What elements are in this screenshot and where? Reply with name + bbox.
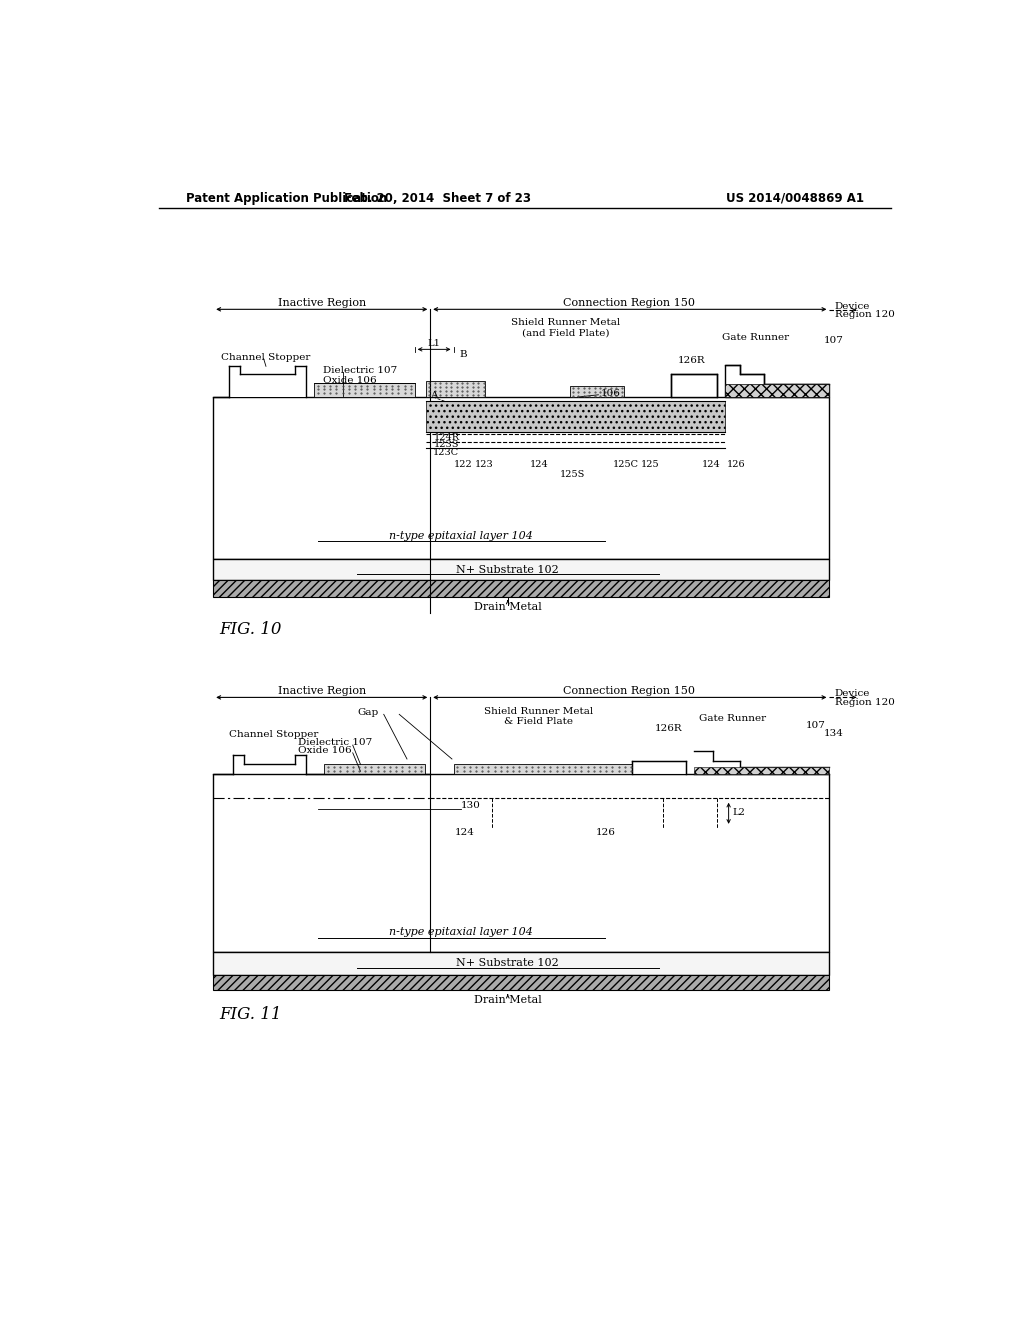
Bar bbox=[213, 775, 829, 952]
Text: n-type epitaxial layer 104: n-type epitaxial layer 104 bbox=[389, 531, 534, 541]
Text: 106: 106 bbox=[601, 389, 621, 397]
Text: US 2014/0048869 A1: US 2014/0048869 A1 bbox=[726, 191, 864, 205]
Text: FIG. 11: FIG. 11 bbox=[219, 1006, 282, 1023]
Bar bbox=[426, 381, 484, 397]
Bar bbox=[454, 764, 632, 775]
Text: Drain Metal: Drain Metal bbox=[474, 995, 542, 1005]
Text: Oxide 106: Oxide 106 bbox=[299, 746, 352, 755]
Text: 130: 130 bbox=[461, 801, 481, 809]
Text: N+ Substrate 102: N+ Substrate 102 bbox=[457, 958, 559, 968]
Text: N+ Substrate 102: N+ Substrate 102 bbox=[457, 565, 559, 574]
Text: Device: Device bbox=[835, 689, 870, 698]
Text: Inactive Region: Inactive Region bbox=[278, 686, 366, 696]
Text: Channel Stopper: Channel Stopper bbox=[221, 352, 310, 362]
Bar bbox=[228, 367, 306, 397]
Text: 125C: 125C bbox=[612, 459, 638, 469]
Text: Patent Application Publication: Patent Application Publication bbox=[186, 191, 387, 205]
Text: Shield Runner Metal
& Field Plate: Shield Runner Metal & Field Plate bbox=[484, 708, 593, 726]
Text: A: A bbox=[430, 391, 437, 400]
Bar bbox=[693, 767, 829, 775]
Polygon shape bbox=[725, 364, 829, 397]
Text: Gap: Gap bbox=[357, 709, 379, 717]
Text: Gate Runner: Gate Runner bbox=[699, 714, 766, 723]
Text: FIG. 10: FIG. 10 bbox=[219, 622, 282, 638]
Text: Gate Runner: Gate Runner bbox=[722, 333, 790, 342]
Text: 123C: 123C bbox=[432, 447, 459, 457]
Text: Region 120: Region 120 bbox=[835, 697, 895, 706]
Text: 107: 107 bbox=[806, 722, 826, 730]
Text: 123S: 123S bbox=[434, 441, 460, 449]
Bar bbox=[632, 762, 686, 775]
Text: 126: 126 bbox=[596, 828, 615, 837]
Text: Dielectric 107: Dielectric 107 bbox=[324, 367, 397, 375]
Bar bbox=[324, 764, 425, 775]
Text: Shield Runner Metal
(and Field Plate): Shield Runner Metal (and Field Plate) bbox=[511, 318, 621, 338]
Text: 126R: 126R bbox=[678, 355, 706, 364]
Text: Drain Metal: Drain Metal bbox=[474, 602, 542, 612]
Text: 126R: 126R bbox=[655, 723, 683, 733]
Text: B: B bbox=[460, 350, 467, 359]
Text: L1: L1 bbox=[428, 339, 440, 348]
Text: Feb. 20, 2014  Sheet 7 of 23: Feb. 20, 2014 Sheet 7 of 23 bbox=[344, 191, 531, 205]
Bar bbox=[213, 952, 829, 974]
Text: L2: L2 bbox=[732, 808, 745, 817]
Text: 123: 123 bbox=[475, 459, 494, 469]
Bar bbox=[213, 397, 829, 558]
Bar bbox=[241, 367, 295, 374]
Text: Connection Region 150: Connection Region 150 bbox=[563, 298, 695, 308]
Text: Inactive Region: Inactive Region bbox=[278, 298, 366, 308]
Text: 125S: 125S bbox=[559, 470, 585, 479]
Bar bbox=[314, 383, 415, 397]
Bar bbox=[426, 401, 725, 432]
Text: Dielectric 107: Dielectric 107 bbox=[299, 738, 373, 747]
Text: Device: Device bbox=[835, 302, 870, 310]
Text: 122: 122 bbox=[454, 459, 472, 469]
Text: 125: 125 bbox=[641, 459, 659, 469]
Text: 124R: 124R bbox=[434, 433, 460, 442]
Text: 107: 107 bbox=[824, 337, 844, 346]
Text: 124: 124 bbox=[456, 828, 475, 837]
Text: 134: 134 bbox=[824, 729, 844, 738]
Text: 124: 124 bbox=[701, 459, 720, 469]
Text: 124: 124 bbox=[529, 459, 548, 469]
Bar bbox=[671, 374, 717, 397]
Text: 126: 126 bbox=[727, 459, 745, 469]
Bar bbox=[725, 384, 829, 397]
Bar bbox=[213, 974, 829, 990]
Text: n-type epitaxial layer 104: n-type epitaxial layer 104 bbox=[389, 927, 534, 937]
Text: Oxide 106: Oxide 106 bbox=[324, 376, 377, 384]
Text: Connection Region 150: Connection Region 150 bbox=[563, 686, 695, 696]
Bar bbox=[671, 374, 717, 397]
Bar bbox=[213, 581, 829, 598]
Text: Region 120: Region 120 bbox=[835, 310, 895, 319]
Bar bbox=[569, 385, 624, 397]
Bar bbox=[213, 558, 829, 581]
Text: Channel Stopper: Channel Stopper bbox=[228, 730, 318, 739]
